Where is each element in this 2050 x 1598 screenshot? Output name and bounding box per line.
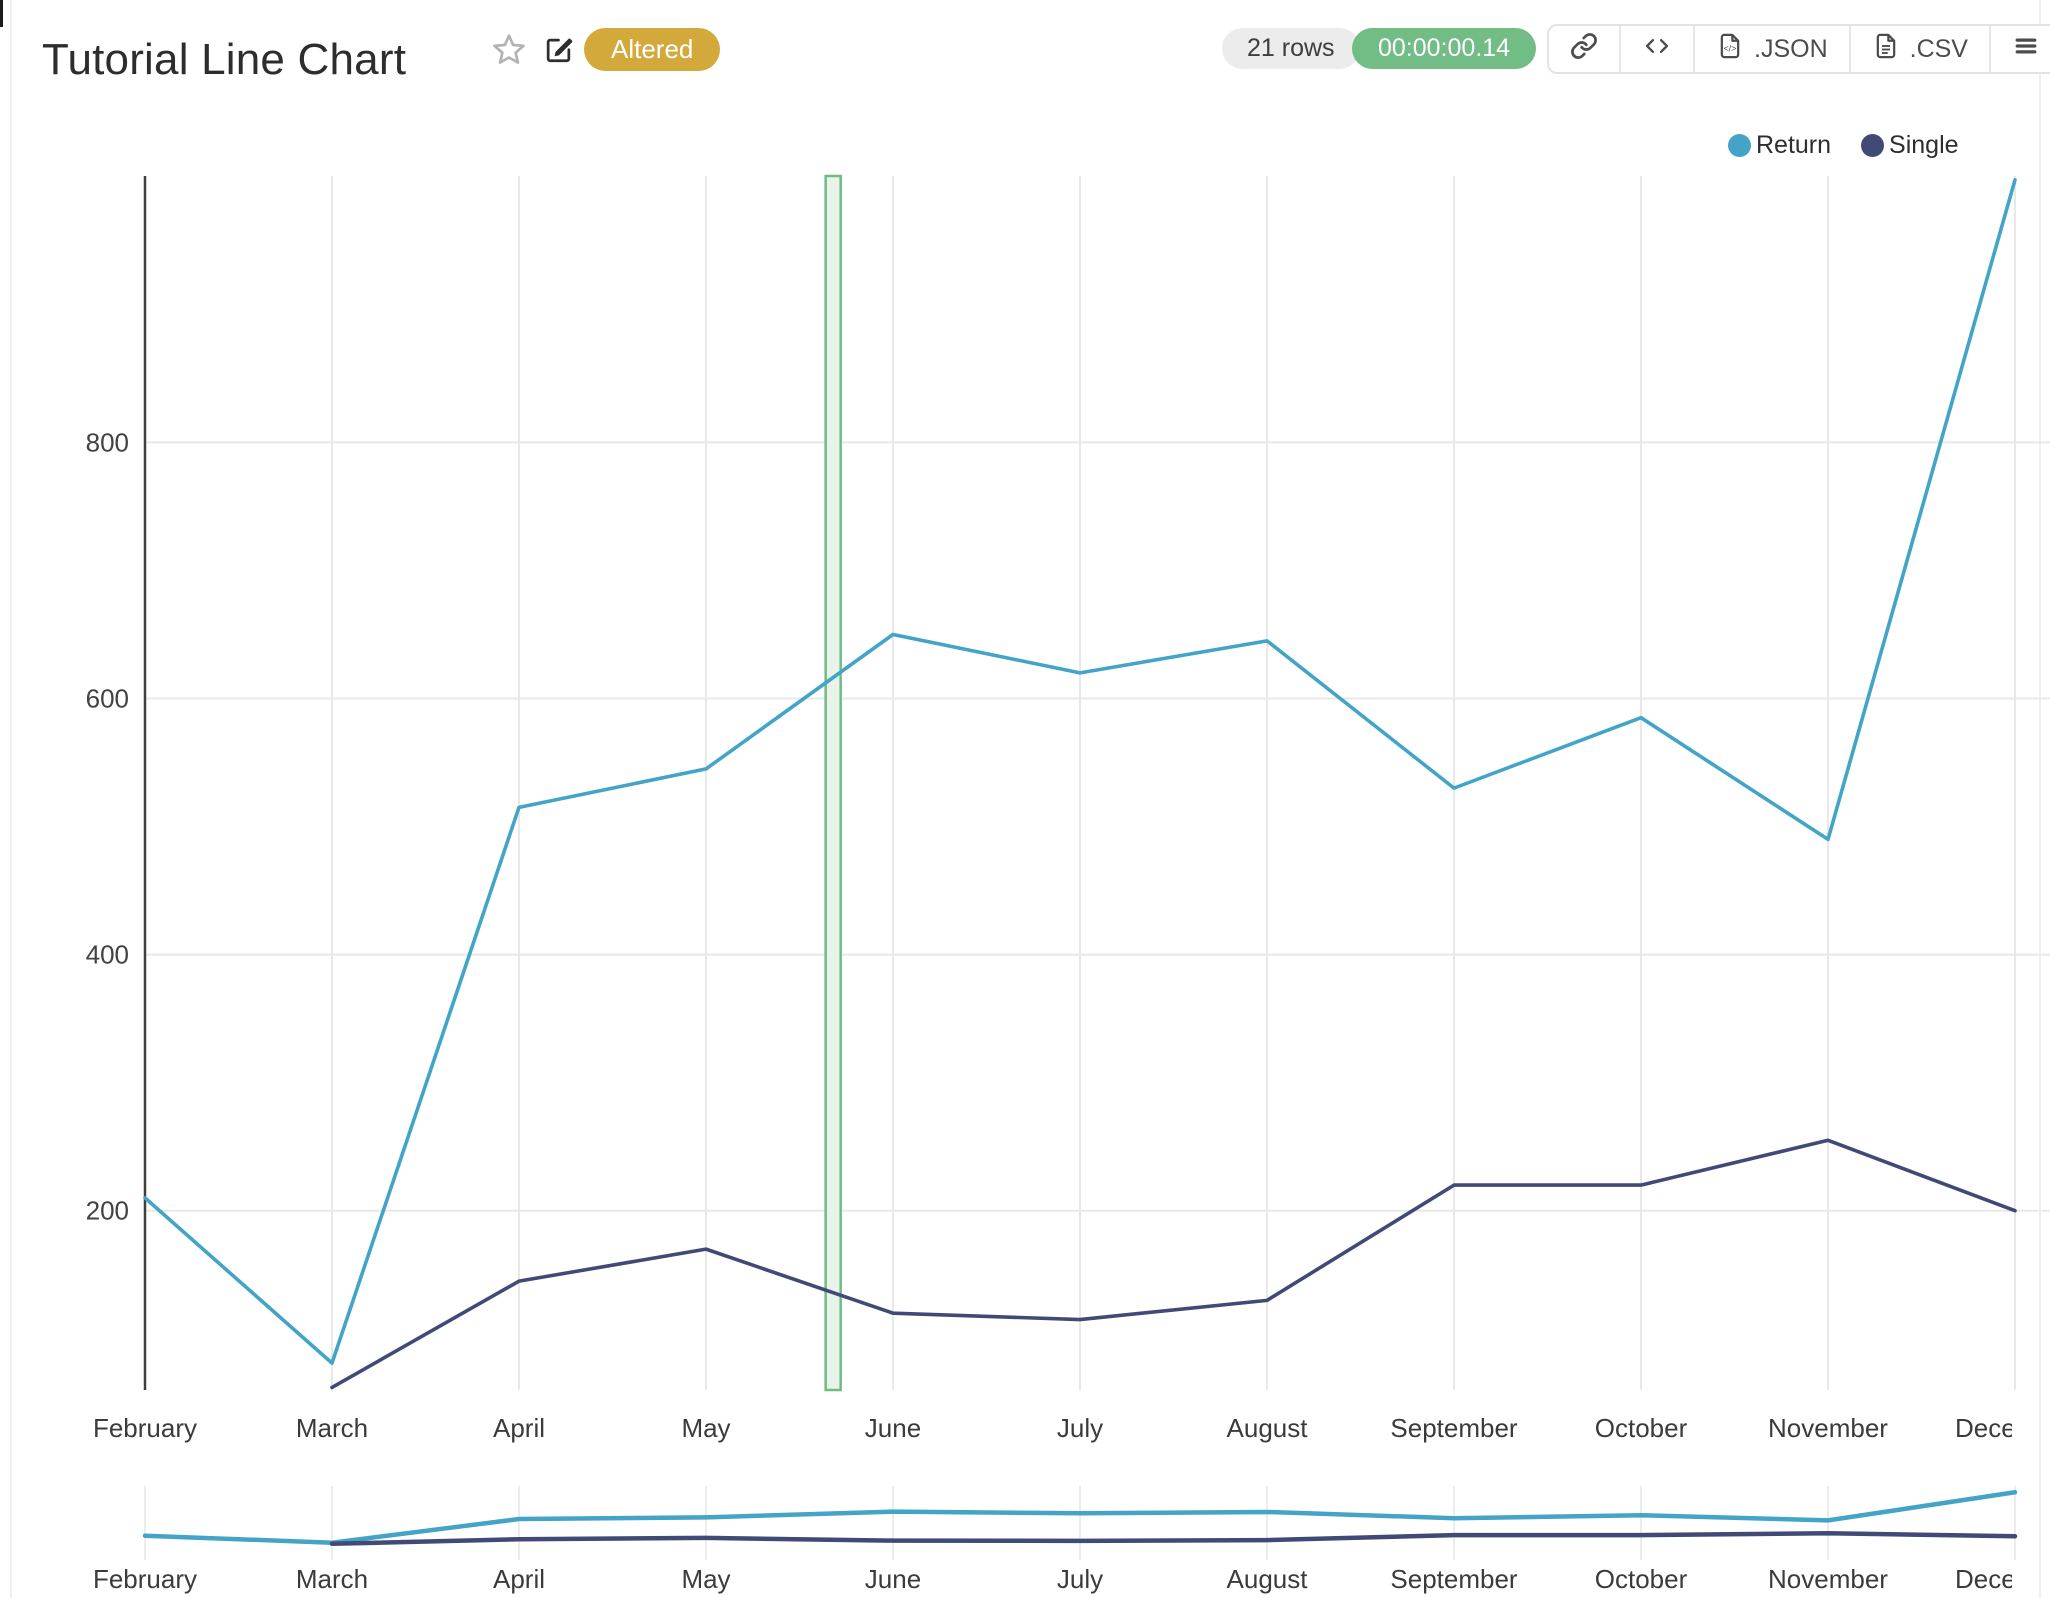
x-tick-label: October [1595, 1413, 1688, 1443]
x-tick-label: November [1768, 1413, 1888, 1443]
mini-x-tick-label: July [1057, 1564, 1103, 1594]
return-series-swatch [1728, 134, 1751, 157]
embed-code-button[interactable] [1619, 26, 1693, 72]
mini-x-tick-label: April [493, 1564, 545, 1594]
single-series-line-mini [329, 1530, 2018, 1547]
x-tick-label: May [681, 1413, 730, 1443]
x-tick-label: April [493, 1413, 545, 1443]
x-tick-label: June [865, 1413, 921, 1443]
x-tick-label: July [1057, 1413, 1103, 1443]
mini-x-tick-label: February [93, 1564, 197, 1594]
range-slider-mini-chart[interactable]: February March April May June July August Septe… [93, 1486, 2050, 1594]
mini-x-tick-label: June [865, 1564, 921, 1594]
mini-x-tick-label: August [1227, 1564, 1309, 1594]
mini-x-tick-label: March [296, 1564, 368, 1594]
return-series-line-mini [142, 1490, 2018, 1545]
x-tick-label: December [1955, 1413, 2050, 1443]
file-text-icon [1872, 32, 1900, 67]
download-csv-label: .CSV [1909, 34, 1968, 63]
mini-x-tick-label: October [1595, 1564, 1688, 1594]
svg-text:</>: </> [1724, 43, 1737, 53]
single-series-swatch [1861, 134, 1885, 157]
chart-legend: Return Single [1728, 131, 1959, 160]
page-left-border [10, 0, 12, 1598]
window-edge-mark [0, 0, 3, 27]
edit-name-button[interactable] [543, 33, 574, 64]
x-tick-label: August [1227, 1413, 1309, 1443]
page-title: Tutorial Line Chart [42, 35, 407, 85]
legend-item-return[interactable]: Return [1728, 131, 1831, 160]
single-series-line[interactable] [330, 1138, 2017, 1390]
y-tick-label: 400 [86, 940, 129, 970]
page-right-border [2039, 0, 2041, 1598]
x-tick-label: March [296, 1413, 368, 1443]
return-series-line[interactable] [143, 178, 2017, 1365]
main-line-chart[interactable]: 200 400 600 800 February March April May June Jul… [86, 174, 2050, 1443]
edit-pencil-icon [543, 38, 574, 67]
export-toolbar: </> .JSON .CSV [1547, 24, 2050, 74]
star-icon [492, 34, 526, 69]
mini-x-tick-label: September [1390, 1564, 1518, 1594]
row-count-badge: 21 rows [1222, 28, 1360, 69]
y-tick-label: 800 [86, 427, 129, 457]
mini-x-tick-label: May [681, 1564, 730, 1594]
download-json-label: .JSON [1754, 34, 1828, 63]
duration-badge: 00:00:00.14 [1352, 28, 1537, 69]
link-icon [1570, 32, 1598, 67]
single-series-label: Single [1889, 131, 1959, 159]
return-series-label: Return [1756, 131, 1832, 159]
x-tick-label: September [1390, 1413, 1518, 1443]
download-csv-button[interactable]: .CSV [1848, 26, 1989, 72]
download-json-button[interactable]: </> .JSON [1693, 26, 1849, 72]
altered-status-badge: Altered [584, 28, 721, 71]
favorite-star-button[interactable] [492, 32, 526, 66]
hamburger-menu-icon [2012, 32, 2040, 67]
code-icon [1642, 32, 1672, 67]
legend-item-single[interactable]: Single [1861, 131, 1959, 160]
share-link-button[interactable] [1549, 26, 1619, 72]
mini-x-tick-label: November [1768, 1564, 1888, 1594]
x-tick-label: February [93, 1413, 197, 1443]
y-tick-label: 600 [86, 683, 129, 713]
mini-x-tick-label: December [1955, 1564, 2050, 1594]
menu-button[interactable] [1988, 26, 2050, 72]
highlight-selection-band[interactable] [824, 174, 842, 1392]
y-tick-label: 200 [86, 1196, 129, 1226]
file-code-icon: </> [1716, 32, 1744, 67]
